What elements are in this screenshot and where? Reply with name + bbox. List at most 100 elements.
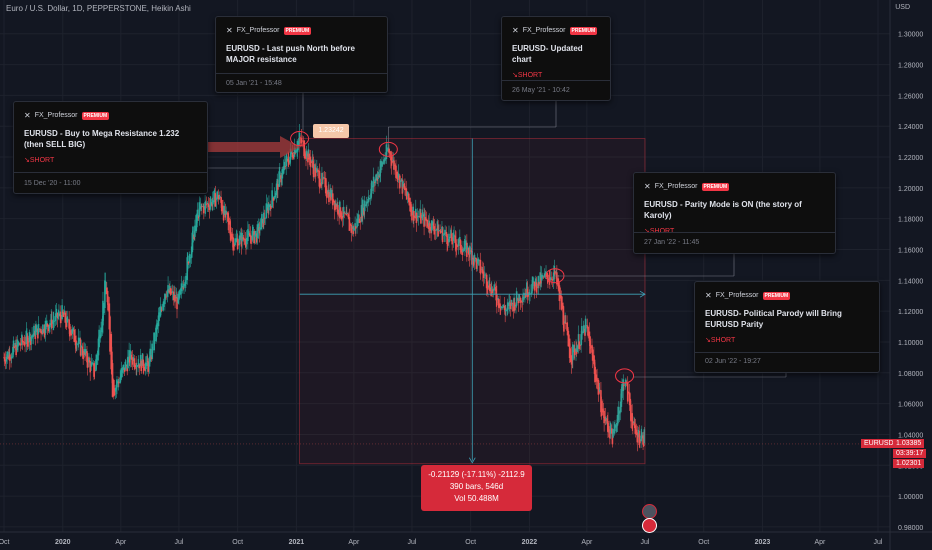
candle-body: [17, 342, 20, 345]
idea-author[interactable]: FX_Professor: [715, 292, 759, 299]
candle-body: [594, 366, 596, 383]
candle-body: [433, 226, 436, 235]
candle-body: [504, 310, 507, 312]
candle-body: [406, 191, 409, 196]
idea-time: 27 Jan '22 - 11:45: [644, 239, 700, 246]
candle-body: [627, 391, 630, 394]
candle-body: [457, 245, 459, 247]
candle-body: [359, 220, 362, 223]
y-tick-label: 1.00000: [898, 494, 923, 501]
candle-body: [361, 199, 364, 216]
candle-body: [363, 200, 366, 212]
candle-body: [339, 207, 342, 218]
candle-body: [248, 233, 251, 237]
idea-title[interactable]: EURUSD- Political Parody will Bring EURU…: [705, 309, 842, 329]
idea-card-4[interactable]: ✕ FX_Professor PREMIUM EURUSD - Parity Mod…: [633, 172, 836, 254]
candle-body: [54, 313, 57, 321]
measure-bars: 390 bars, 546d: [449, 482, 504, 491]
candle-body: [448, 237, 451, 239]
idea-author[interactable]: FX_Professor: [236, 27, 280, 34]
candle-body: [484, 274, 487, 276]
candle-body: [203, 206, 205, 214]
idea-card-2[interactable]: ✕ FX_Professor PREMIUM EURUSD - Last push …: [215, 16, 388, 93]
candle-body: [497, 299, 500, 308]
candle-body: [408, 197, 411, 206]
idea-title[interactable]: EURUSD - Last push North before MAJOR re…: [226, 44, 355, 64]
x-tick-label: Jul: [874, 539, 883, 546]
last-price-tag: 1.03385: [893, 439, 925, 448]
idea-direction: ↘SHORT: [705, 337, 736, 344]
event-marker-icon[interactable]: [642, 504, 657, 519]
price-marker-label: 1.23242: [313, 124, 349, 138]
candle-body: [227, 217, 230, 225]
candle-body: [135, 365, 138, 368]
y-tick-label: 0.98000: [898, 525, 923, 532]
candle-body: [593, 359, 596, 374]
candle-body: [46, 323, 49, 327]
idea-title[interactable]: EURUSD- Updated chart: [512, 44, 583, 64]
candle-body: [98, 329, 100, 347]
candle-body: [596, 377, 598, 382]
candle-body: [37, 323, 40, 334]
idea-title[interactable]: EURUSD - Buy to Mega Resistance 1.232 (t…: [24, 129, 180, 149]
candle-body: [122, 364, 125, 371]
candle-body: [425, 218, 428, 222]
candle-body: [454, 235, 457, 243]
candle-body: [527, 293, 529, 297]
candle-body: [496, 294, 498, 306]
candle-body: [70, 332, 73, 336]
idea-card-5[interactable]: ✕ FX_Professor PREMIUM EURUSD- Political P…: [694, 281, 880, 373]
candle-body: [142, 359, 144, 368]
candle-body: [540, 274, 543, 281]
candle-body: [73, 329, 76, 342]
x-tick-label: Apr: [581, 539, 593, 546]
idea-title[interactable]: EURUSD - Parity Mode is ON (the story of…: [644, 200, 802, 220]
candle-body: [171, 291, 174, 293]
candle-body: [140, 360, 143, 372]
candle-body: [513, 302, 516, 311]
symbol-header[interactable]: Euro / U.S. Dollar, 1D, PEPPERSTONE, Hei…: [6, 4, 191, 13]
idea-card-3[interactable]: ✕ FX_Professor PREMIUM EURUSD- Updated cha…: [501, 16, 611, 101]
candle-body: [220, 199, 223, 212]
candle-body: [305, 150, 308, 157]
idea-author[interactable]: FX_Professor: [34, 112, 78, 119]
candle-body: [120, 368, 123, 378]
candle-body: [589, 344, 592, 348]
candle-body: [4, 359, 7, 364]
candle-body: [356, 222, 359, 224]
candle-body: [201, 205, 203, 207]
candle-body: [572, 344, 574, 361]
y-tick-label: 1.20000: [898, 186, 923, 193]
idea-author[interactable]: FX_Professor: [654, 183, 698, 190]
idea-direction: ↘SHORT: [512, 72, 543, 79]
candle-body: [366, 201, 369, 204]
candle-body: [178, 290, 181, 298]
candle-body: [147, 361, 150, 372]
idea-card-1[interactable]: ✕ FX_Professor PREMIUM EURUSD - Buy to Meg…: [13, 101, 208, 194]
idea-author[interactable]: FX_Professor: [522, 27, 566, 34]
candle-body: [251, 230, 254, 240]
dividend-marker-icon[interactable]: [642, 518, 657, 533]
candle-body: [229, 227, 232, 241]
y-tick-label: 1.26000: [898, 93, 923, 100]
candle-body: [521, 301, 524, 303]
candle-body: [422, 212, 424, 217]
candle-body: [211, 202, 213, 207]
measure-volume: Vol 50.488M: [454, 494, 499, 503]
candle-body: [71, 329, 74, 334]
candle-body: [290, 151, 293, 155]
candle-body: [457, 239, 460, 247]
idea-time: 26 May '21 - 10:42: [512, 87, 570, 94]
x-tick-label: Oct: [0, 539, 9, 546]
candle-body: [569, 348, 572, 363]
symbol-price-tag: EURUSD: [861, 439, 897, 448]
divider: [634, 232, 835, 233]
candle-body: [189, 257, 192, 259]
candle-body: [460, 244, 462, 253]
candle-body: [160, 309, 163, 311]
candle-body: [278, 171, 281, 180]
candle-body: [351, 226, 354, 229]
candle-body: [62, 312, 65, 317]
candle-body: [415, 212, 418, 223]
candle-body: [536, 287, 538, 289]
